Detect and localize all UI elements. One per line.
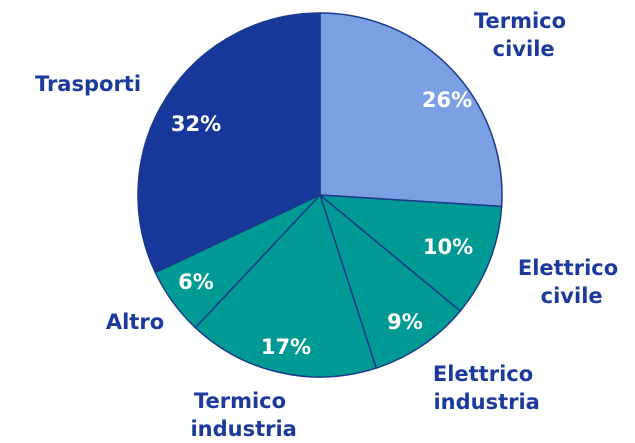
slice-label: Trasporti (35, 72, 141, 96)
slice-label: Termico civile (474, 9, 566, 61)
value-label: 32% (171, 112, 221, 136)
slice-label: Termico industria (183, 389, 297, 441)
slice-label: Elettrico industria (426, 362, 540, 414)
value-label: 6% (178, 270, 214, 294)
pie-slice (194, 193, 378, 378)
pie-slice (319, 12, 503, 208)
slice-label: Elettrico civile (518, 256, 618, 308)
value-label: 9% (387, 310, 423, 334)
value-label: 17% (261, 335, 311, 359)
slice-label: Altro (106, 310, 164, 334)
value-label: 26% (422, 88, 472, 112)
pie-slice (317, 194, 503, 313)
pie-slice (137, 12, 321, 274)
value-label: 10% (423, 235, 473, 259)
pie-slice (318, 192, 462, 370)
